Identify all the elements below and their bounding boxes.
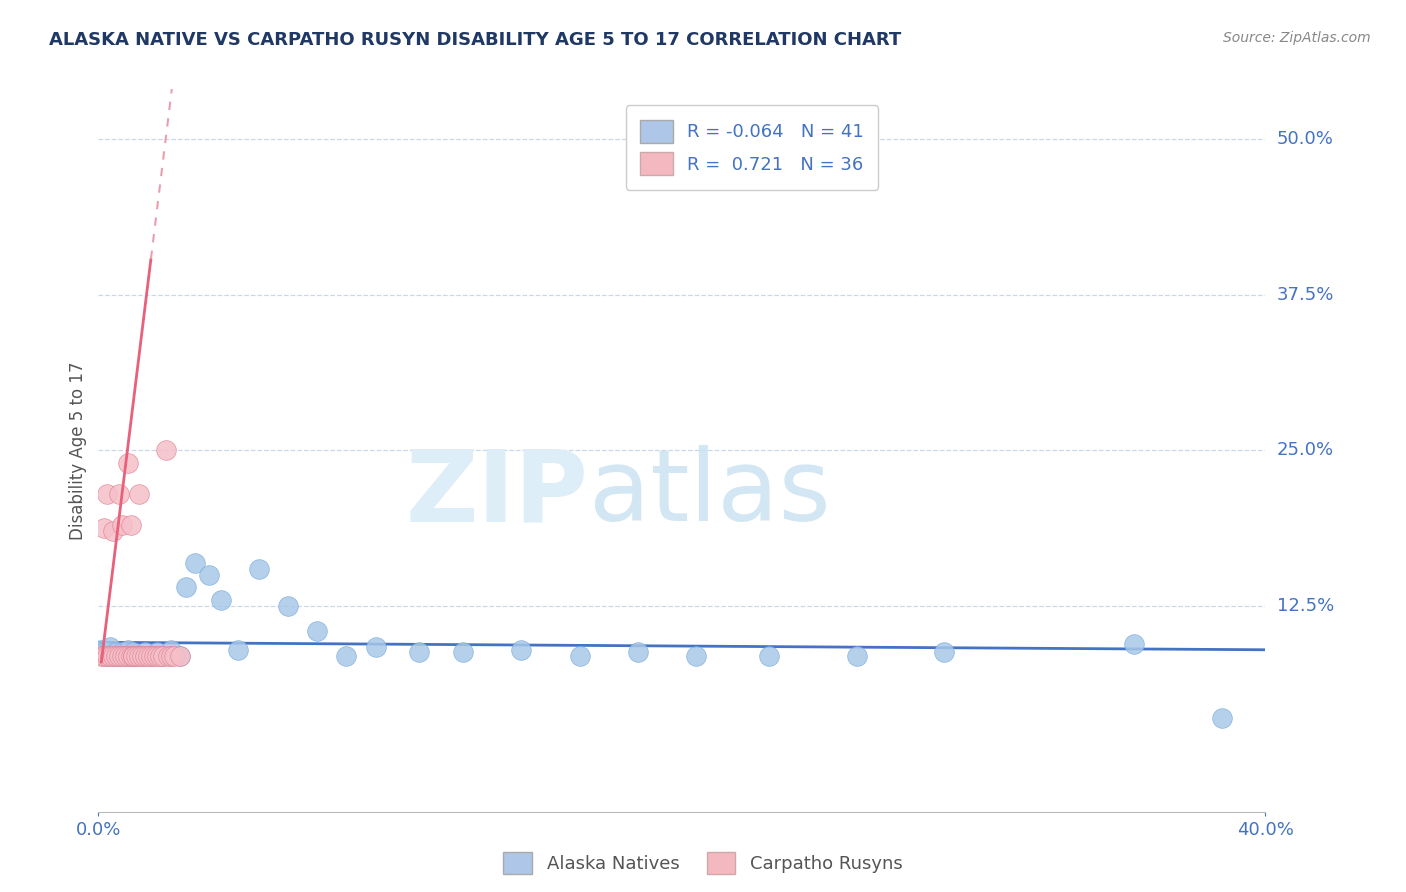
Point (125, 648, 148, 663)
Point (117, 648, 139, 663)
Point (93, 645, 115, 659)
Text: ZIP: ZIP (406, 445, 589, 542)
Point (142, 648, 165, 663)
Point (98, 640, 121, 655)
Point (104, 648, 127, 663)
Point (846, 648, 869, 663)
Point (568, 648, 591, 663)
Point (247, 562, 270, 576)
Point (120, 648, 142, 663)
Legend: R = -0.064   N = 41, R =  0.721   N = 36: R = -0.064 N = 41, R = 0.721 N = 36 (626, 105, 879, 190)
Point (169, 648, 191, 663)
Point (101, 648, 124, 663)
Point (93, 521, 115, 535)
Point (114, 648, 136, 663)
Point (111, 648, 134, 663)
Point (685, 648, 707, 663)
Point (277, 599, 299, 614)
Point (139, 648, 162, 663)
Point (114, 648, 136, 663)
Point (128, 487, 150, 501)
Point (128, 648, 150, 663)
Point (131, 648, 153, 663)
Point (93, 648, 115, 663)
Point (117, 456, 139, 470)
Point (1211, 711, 1233, 725)
Text: 12.5%: 12.5% (1277, 597, 1334, 615)
Point (451, 645, 474, 659)
Point (157, 648, 180, 663)
Point (98, 648, 121, 663)
Text: 37.5%: 37.5% (1277, 285, 1334, 304)
Point (146, 648, 169, 663)
Point (134, 648, 156, 663)
Point (364, 640, 387, 655)
Point (90, 648, 112, 663)
Point (160, 648, 183, 663)
Point (120, 518, 142, 533)
Point (125, 648, 148, 663)
Point (510, 642, 533, 657)
Point (307, 624, 329, 639)
Point (96, 487, 118, 501)
Point (146, 645, 169, 659)
Point (198, 568, 221, 582)
Point (408, 645, 430, 659)
Point (160, 642, 183, 657)
Point (117, 642, 139, 657)
Text: 50.0%: 50.0% (1277, 130, 1333, 148)
Point (163, 648, 186, 663)
Point (120, 648, 142, 663)
Point (111, 518, 134, 533)
Point (174, 581, 197, 595)
Point (627, 645, 650, 659)
Point (96, 648, 118, 663)
Text: atlas: atlas (589, 445, 830, 542)
Point (108, 648, 131, 663)
Point (169, 648, 191, 663)
Point (758, 648, 780, 663)
Legend: Alaska Natives, Carpatho Rusyns: Alaska Natives, Carpatho Rusyns (496, 845, 910, 881)
Point (122, 648, 145, 663)
Point (108, 487, 131, 501)
Text: ALASKA NATIVE VS CARPATHO RUSYN DISABILITY AGE 5 TO 17 CORRELATION CHART: ALASKA NATIVE VS CARPATHO RUSYN DISABILI… (49, 31, 901, 49)
Point (152, 648, 174, 663)
Point (934, 645, 956, 659)
Point (90, 642, 112, 657)
Point (122, 645, 145, 659)
Point (96, 648, 118, 663)
Point (152, 648, 174, 663)
Text: 25.0%: 25.0% (1277, 442, 1334, 459)
Point (335, 648, 357, 663)
Point (101, 524, 124, 539)
Point (1123, 636, 1146, 650)
Point (139, 648, 162, 663)
Point (122, 648, 145, 663)
Point (136, 648, 159, 663)
Point (149, 648, 172, 663)
Point (183, 556, 205, 570)
Point (155, 443, 177, 458)
Point (228, 642, 250, 657)
Point (131, 648, 153, 663)
Point (111, 645, 134, 659)
Y-axis label: Disability Age 5 to 17: Disability Age 5 to 17 (69, 361, 87, 540)
Point (108, 648, 131, 663)
Point (134, 645, 156, 659)
Point (209, 593, 232, 607)
Point (101, 648, 124, 663)
Text: Source: ZipAtlas.com: Source: ZipAtlas.com (1223, 31, 1371, 45)
Point (104, 645, 127, 659)
